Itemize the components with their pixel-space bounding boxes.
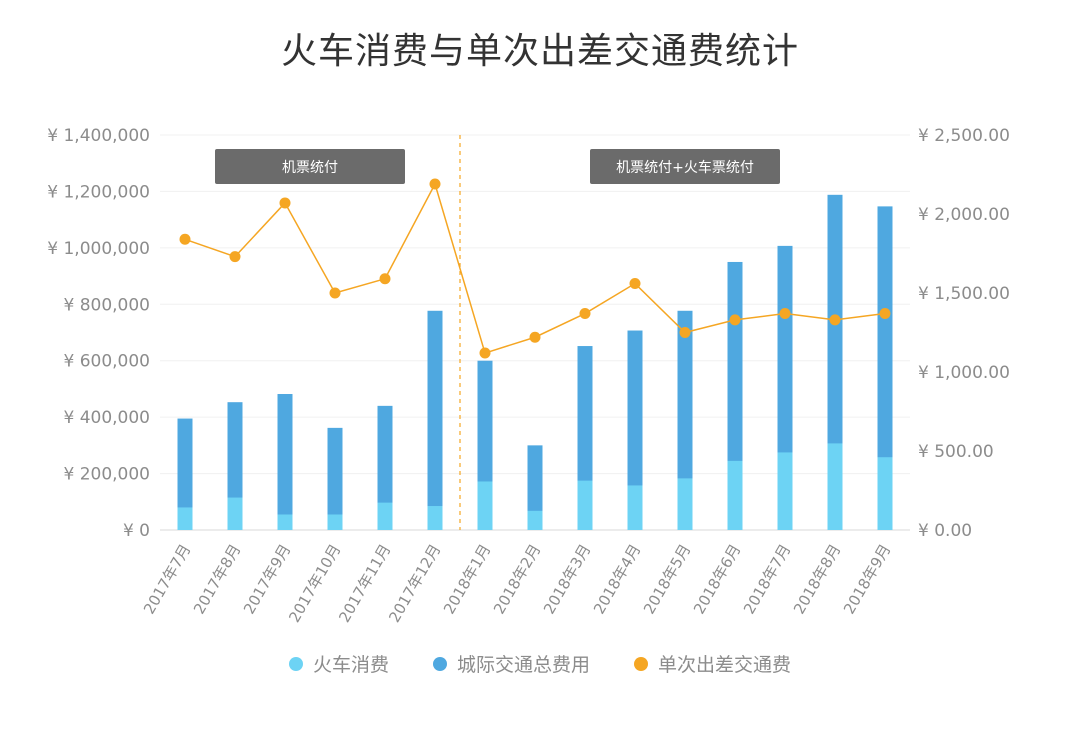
x-tick-label: 2017年12月 (385, 541, 444, 626)
bar-train (377, 502, 393, 530)
y-right-tick-label: ¥ 1,000.00 (918, 363, 1010, 383)
y-right-tick-label: ¥ 1,500.00 (918, 284, 1010, 304)
point-per-trip (229, 251, 241, 263)
point-per-trip (729, 314, 741, 326)
x-tick-label: 2018年2月 (490, 541, 544, 617)
legend-swatch-intercity (432, 656, 447, 671)
y-left-tick-label: ¥ 0 (123, 521, 150, 541)
y-left-tick-label: ¥ 1,000,000 (47, 239, 150, 259)
y-left-tick-label: ¥ 400,000 (63, 408, 150, 428)
bar-train (477, 481, 493, 530)
y-left-tick-label: ¥ 1,400,000 (47, 126, 150, 146)
legend-swatch-per-trip (634, 656, 648, 671)
x-tick-label: 2018年6月 (690, 541, 744, 617)
bar-train (277, 514, 293, 530)
legend-label-per-trip: 单次出差交通费 (658, 654, 792, 676)
bar-train (677, 478, 693, 530)
legend-swatch-train (288, 656, 303, 671)
x-tick-label: 2018年3月 (540, 541, 594, 617)
y-left-tick-label: ¥ 200,000 (63, 465, 150, 485)
bar-intercity-total (177, 418, 193, 530)
point-per-trip (179, 233, 191, 245)
bar-intercity-total (427, 310, 443, 530)
point-per-trip (679, 327, 691, 338)
x-tick-label: 2018年5月 (640, 541, 694, 617)
x-tick-label: 2017年9月 (240, 541, 294, 617)
annotation-label: 机票统付+火车票统付 (616, 159, 754, 176)
point-per-trip (829, 314, 841, 326)
y-left-tick-label: ¥ 800,000 (63, 295, 150, 315)
bar-train (627, 485, 643, 530)
y-right-tick-label: ¥ 2,500.00 (918, 126, 1010, 146)
bar-intercity-total (527, 445, 543, 530)
bar-train (177, 507, 193, 530)
bar-train (527, 510, 543, 530)
legend-label-train: 火车消费 (312, 654, 389, 676)
x-tick-label: 2018年1月 (440, 541, 494, 617)
bar-intercity-total (377, 405, 393, 530)
legend: 火车消费 城际交通总费用 单次出差交通费 (0, 650, 1080, 677)
annotation-box (590, 149, 780, 184)
y-right-tick-label: ¥ 2,000.00 (918, 205, 1010, 225)
chart-title: 火车消费与单次出差交通费统计 (280, 31, 799, 72)
legend-item-intercity: 城际交通总费用 (432, 650, 590, 677)
bar-train (227, 497, 243, 530)
x-tick-label: 2017年11月 (335, 541, 394, 626)
bar-train (877, 457, 893, 530)
y-right-tick-label: ¥ 0.00 (918, 521, 972, 541)
point-per-trip (579, 308, 591, 320)
x-tick-label: 2017年10月 (285, 541, 344, 626)
x-tick-label: 2017年8月 (190, 541, 244, 617)
bar-train (577, 480, 593, 530)
bar-train (727, 460, 743, 530)
point-per-trip (879, 308, 891, 320)
bar-intercity-total (677, 310, 693, 530)
x-tick-label: 2017年7月 (140, 541, 194, 617)
bar-intercity-total (627, 330, 643, 530)
point-per-trip (279, 197, 291, 209)
x-tick-label: 2018年4月 (590, 541, 644, 617)
point-per-trip (379, 273, 391, 285)
point-per-trip (429, 178, 441, 190)
x-tick-label: 2018年9月 (840, 541, 894, 617)
x-tick-label: 2018年8月 (790, 541, 844, 617)
legend-label-intercity: 城际交通总费用 (456, 654, 590, 676)
bar-train (327, 514, 343, 530)
annotation-box (215, 149, 405, 184)
bar-train (777, 452, 793, 530)
y-left-tick-label: ¥ 600,000 (63, 352, 150, 372)
bar-intercity-total (277, 394, 293, 530)
bar-train (427, 506, 443, 530)
legend-item-per-trip: 单次出差交通费 (634, 650, 791, 677)
y-left-tick-label: ¥ 1,200,000 (47, 182, 150, 202)
bar-intercity-total (877, 206, 893, 530)
x-tick-label: 2018年7月 (740, 541, 794, 617)
y-right-tick-label: ¥ 500.00 (918, 442, 994, 462)
point-per-trip (779, 308, 791, 320)
point-per-trip (479, 347, 491, 359)
legend-item-train: 火车消费 (288, 650, 389, 677)
annotation-label: 机票统付 (282, 160, 338, 176)
bar-train (827, 443, 843, 530)
point-per-trip (329, 287, 341, 299)
point-per-trip (529, 331, 541, 343)
point-per-trip (629, 278, 641, 290)
bar-intercity-total (327, 427, 343, 530)
